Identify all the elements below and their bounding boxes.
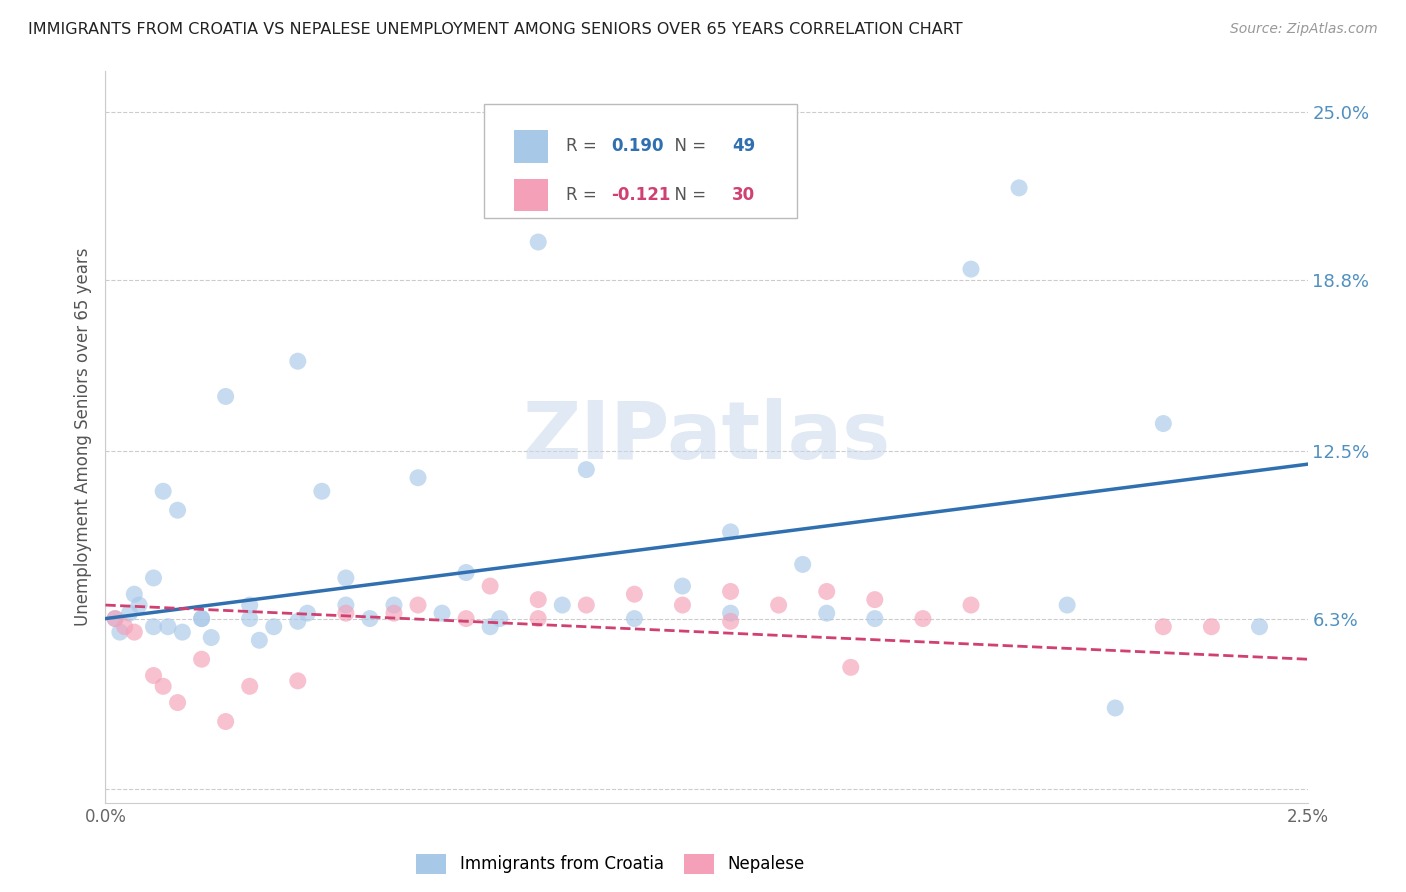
Point bbox=[104, 611, 127, 625]
Point bbox=[239, 611, 262, 625]
Point bbox=[792, 558, 814, 572]
Point bbox=[623, 587, 645, 601]
Point bbox=[172, 625, 194, 640]
Point bbox=[527, 235, 550, 249]
Point bbox=[815, 584, 838, 599]
Point bbox=[1249, 620, 1271, 634]
Point bbox=[156, 620, 179, 634]
Point bbox=[247, 633, 270, 648]
Point bbox=[671, 598, 693, 612]
Point bbox=[152, 484, 174, 499]
Point bbox=[166, 503, 188, 517]
Text: N =: N = bbox=[665, 137, 711, 155]
Point bbox=[911, 23, 934, 37]
Point bbox=[430, 606, 453, 620]
Point bbox=[406, 598, 429, 612]
Text: IMMIGRANTS FROM CROATIA VS NEPALESE UNEMPLOYMENT AMONG SENIORS OVER 65 YEARS COR: IMMIGRANTS FROM CROATIA VS NEPALESE UNEM… bbox=[28, 22, 963, 37]
Point bbox=[720, 584, 742, 599]
Point bbox=[863, 611, 886, 625]
Point bbox=[124, 587, 146, 601]
Point bbox=[190, 611, 212, 625]
Point bbox=[200, 631, 222, 645]
Point bbox=[551, 598, 574, 612]
Point bbox=[311, 484, 333, 499]
Point bbox=[479, 620, 502, 634]
Point bbox=[142, 668, 165, 682]
Text: N =: N = bbox=[665, 186, 711, 204]
Text: 30: 30 bbox=[731, 186, 755, 204]
Point bbox=[960, 598, 983, 612]
Text: -0.121: -0.121 bbox=[612, 186, 671, 204]
Point bbox=[152, 679, 174, 693]
Bar bbox=[515, 178, 548, 211]
Bar bbox=[515, 129, 548, 162]
Point bbox=[382, 606, 405, 620]
Point bbox=[287, 354, 309, 368]
Point bbox=[214, 714, 236, 729]
Point bbox=[527, 592, 550, 607]
Point bbox=[454, 611, 477, 625]
Point bbox=[239, 679, 262, 693]
Point bbox=[287, 615, 309, 629]
Text: Source: ZipAtlas.com: Source: ZipAtlas.com bbox=[1230, 22, 1378, 37]
Point bbox=[214, 389, 236, 403]
Point bbox=[479, 579, 502, 593]
Point bbox=[239, 598, 262, 612]
Point bbox=[190, 611, 212, 625]
Point bbox=[335, 571, 357, 585]
Point bbox=[335, 606, 357, 620]
Text: 49: 49 bbox=[731, 137, 755, 155]
Point bbox=[720, 524, 742, 539]
Point bbox=[768, 598, 790, 612]
Point bbox=[287, 673, 309, 688]
Point bbox=[124, 625, 146, 640]
Point bbox=[863, 592, 886, 607]
Point bbox=[488, 611, 510, 625]
Point bbox=[623, 611, 645, 625]
Point bbox=[911, 611, 934, 625]
Point bbox=[297, 606, 319, 620]
Point bbox=[960, 262, 983, 277]
Point bbox=[575, 598, 598, 612]
Point bbox=[527, 611, 550, 625]
Point bbox=[839, 660, 862, 674]
Point bbox=[263, 620, 285, 634]
Point bbox=[104, 611, 127, 625]
Point bbox=[1008, 181, 1031, 195]
Point bbox=[108, 625, 131, 640]
FancyBboxPatch shape bbox=[484, 104, 797, 218]
Point bbox=[454, 566, 477, 580]
Point bbox=[1201, 620, 1223, 634]
Point bbox=[1056, 598, 1078, 612]
Point bbox=[1152, 620, 1174, 634]
Text: R =: R = bbox=[565, 186, 602, 204]
Point bbox=[335, 598, 357, 612]
Point bbox=[114, 620, 136, 634]
Legend: Immigrants from Croatia, Nepalese: Immigrants from Croatia, Nepalese bbox=[412, 849, 810, 879]
Point bbox=[1152, 417, 1174, 431]
Point bbox=[671, 579, 693, 593]
Point bbox=[118, 606, 141, 620]
Point bbox=[128, 598, 150, 612]
Point bbox=[720, 606, 742, 620]
Point bbox=[142, 620, 165, 634]
Text: ZIPatlas: ZIPatlas bbox=[523, 398, 890, 476]
Point bbox=[142, 571, 165, 585]
Point bbox=[190, 652, 212, 666]
Point bbox=[720, 615, 742, 629]
Point bbox=[406, 471, 429, 485]
Point bbox=[1104, 701, 1126, 715]
Point bbox=[359, 611, 381, 625]
Point bbox=[575, 462, 598, 476]
Text: R =: R = bbox=[565, 137, 602, 155]
Point bbox=[815, 606, 838, 620]
Point bbox=[166, 696, 188, 710]
Y-axis label: Unemployment Among Seniors over 65 years: Unemployment Among Seniors over 65 years bbox=[75, 248, 93, 626]
Text: 0.190: 0.190 bbox=[612, 137, 664, 155]
Point bbox=[382, 598, 405, 612]
